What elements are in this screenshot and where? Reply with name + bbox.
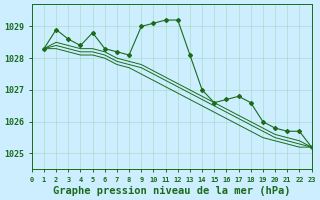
X-axis label: Graphe pression niveau de la mer (hPa): Graphe pression niveau de la mer (hPa) — [53, 186, 291, 196]
